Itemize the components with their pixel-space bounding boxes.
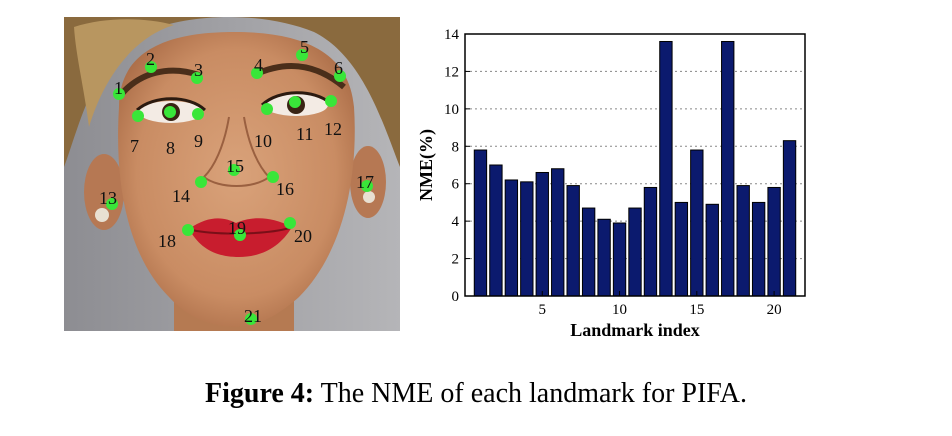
landmark-point xyxy=(132,110,144,122)
landmark-point xyxy=(251,67,263,79)
x-tick-label: 5 xyxy=(539,302,547,318)
landmark-label: 16 xyxy=(276,179,294,199)
landmark-label: 18 xyxy=(158,231,176,251)
bar xyxy=(782,140,797,297)
landmark-label: 3 xyxy=(194,60,203,80)
y-tick-label: 12 xyxy=(444,64,459,80)
bar xyxy=(659,40,673,297)
landmark-point xyxy=(267,171,279,183)
landmark-point xyxy=(106,198,118,210)
landmark-label: 14 xyxy=(172,186,190,206)
landmark-label: 10 xyxy=(254,131,272,151)
bar xyxy=(581,207,596,297)
bar xyxy=(551,168,565,297)
bar xyxy=(705,203,719,297)
landmark-point xyxy=(164,106,176,118)
y-axis-ticks: 0 2 4 6 8 10 12 14 xyxy=(444,27,470,305)
chart-panel: 0 2 4 6 8 10 12 14 5 10 15 20 NME(%) Landmark inde… xyxy=(410,14,830,344)
bar xyxy=(690,149,704,297)
landmark-label: 1 xyxy=(114,78,123,98)
landmark-label: 20 xyxy=(294,226,312,246)
bar xyxy=(612,222,627,297)
landmark-label: 17 xyxy=(356,172,374,192)
caption-text: The NME of each landmark for PIFA. xyxy=(320,378,747,409)
y-tick-label: 4 xyxy=(452,214,460,230)
landmark-label: 21 xyxy=(244,306,262,326)
x-tick-label: 20 xyxy=(767,302,782,318)
bar xyxy=(721,40,735,297)
landmark-label: 7 xyxy=(130,136,139,156)
left-eyelid xyxy=(136,97,207,112)
landmark-point xyxy=(289,96,301,108)
figure-caption: Figure 4: The NME of each landmark for P… xyxy=(0,378,952,410)
landmark-point xyxy=(195,176,207,188)
bar xyxy=(736,185,750,297)
landmark-label: 4 xyxy=(254,55,263,75)
right-eyebrow xyxy=(252,63,346,90)
landmark-label: 11 xyxy=(296,124,313,144)
bar xyxy=(520,181,534,297)
landmark-point xyxy=(245,313,257,325)
bar xyxy=(566,185,580,297)
landmark-point xyxy=(191,72,203,84)
bar xyxy=(674,201,689,297)
landmark-point xyxy=(261,103,273,115)
landmark-label: 2 xyxy=(146,49,155,69)
landmark-label: 9 xyxy=(194,131,203,151)
y-axis-label: NME(%) xyxy=(416,129,437,201)
plot-frame xyxy=(464,33,806,297)
landmark-label: 8 xyxy=(166,138,175,158)
landmark-point xyxy=(228,164,240,176)
landmark-point xyxy=(334,70,346,82)
landmark-point xyxy=(182,224,194,236)
left-earring xyxy=(95,208,109,222)
left-eyebrow xyxy=(116,67,200,99)
landmark-point xyxy=(284,217,296,229)
bars-group xyxy=(473,40,797,297)
x-tick-label: 15 xyxy=(689,302,704,318)
right-eyelid xyxy=(260,91,331,107)
y-tick-label: 6 xyxy=(452,177,460,193)
x-axis-ticks: 5 10 15 20 xyxy=(539,291,782,318)
right-earring xyxy=(363,191,375,203)
landmark-point xyxy=(325,95,337,107)
y-tick-label: 2 xyxy=(452,252,460,268)
bar xyxy=(767,186,781,297)
landmark-label: 12 xyxy=(324,119,342,139)
bar xyxy=(751,201,766,297)
landmark-label: 6 xyxy=(334,58,343,78)
left-ear xyxy=(84,154,124,230)
landmark-label: 15 xyxy=(226,156,244,176)
face-image-panel: 1 2 3 4 5 6 7 8 9 10 11 12 13 14 15 16 17 18 19 20 21 xyxy=(64,17,400,337)
bar xyxy=(473,149,488,297)
landmark-point xyxy=(296,49,308,61)
landmark-label: 13 xyxy=(99,188,117,208)
landmark-point xyxy=(361,180,373,192)
bar xyxy=(535,171,549,297)
landmark-label: 5 xyxy=(300,37,309,57)
bar xyxy=(489,164,503,297)
landmark-point xyxy=(113,88,125,100)
y-tick-label: 14 xyxy=(444,27,460,43)
bar xyxy=(643,186,658,297)
nose xyxy=(202,116,271,187)
landmark-point xyxy=(234,229,246,241)
bar xyxy=(504,179,519,297)
y-tick-label: 0 xyxy=(452,289,460,305)
landmark-point xyxy=(145,61,157,73)
bar xyxy=(628,207,642,297)
bar xyxy=(597,218,611,297)
x-axis-label: Landmark index xyxy=(570,320,700,340)
y-tick-label: 10 xyxy=(444,102,459,118)
x-tick-label: 10 xyxy=(612,302,627,318)
caption-label: Figure 4: xyxy=(205,378,315,409)
nme-bar-chart: 0 2 4 6 8 10 12 14 5 10 15 20 NME(%) Landmark inde… xyxy=(416,27,806,340)
landmark-label: 19 xyxy=(228,218,246,238)
y-tick-label: 8 xyxy=(452,139,460,155)
landmark-point xyxy=(192,108,204,120)
hair-highlight xyxy=(74,19,174,127)
